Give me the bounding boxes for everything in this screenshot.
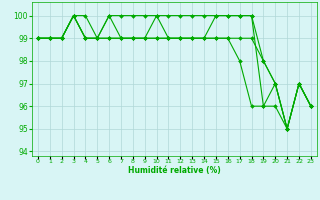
X-axis label: Humidité relative (%): Humidité relative (%): [128, 166, 221, 175]
